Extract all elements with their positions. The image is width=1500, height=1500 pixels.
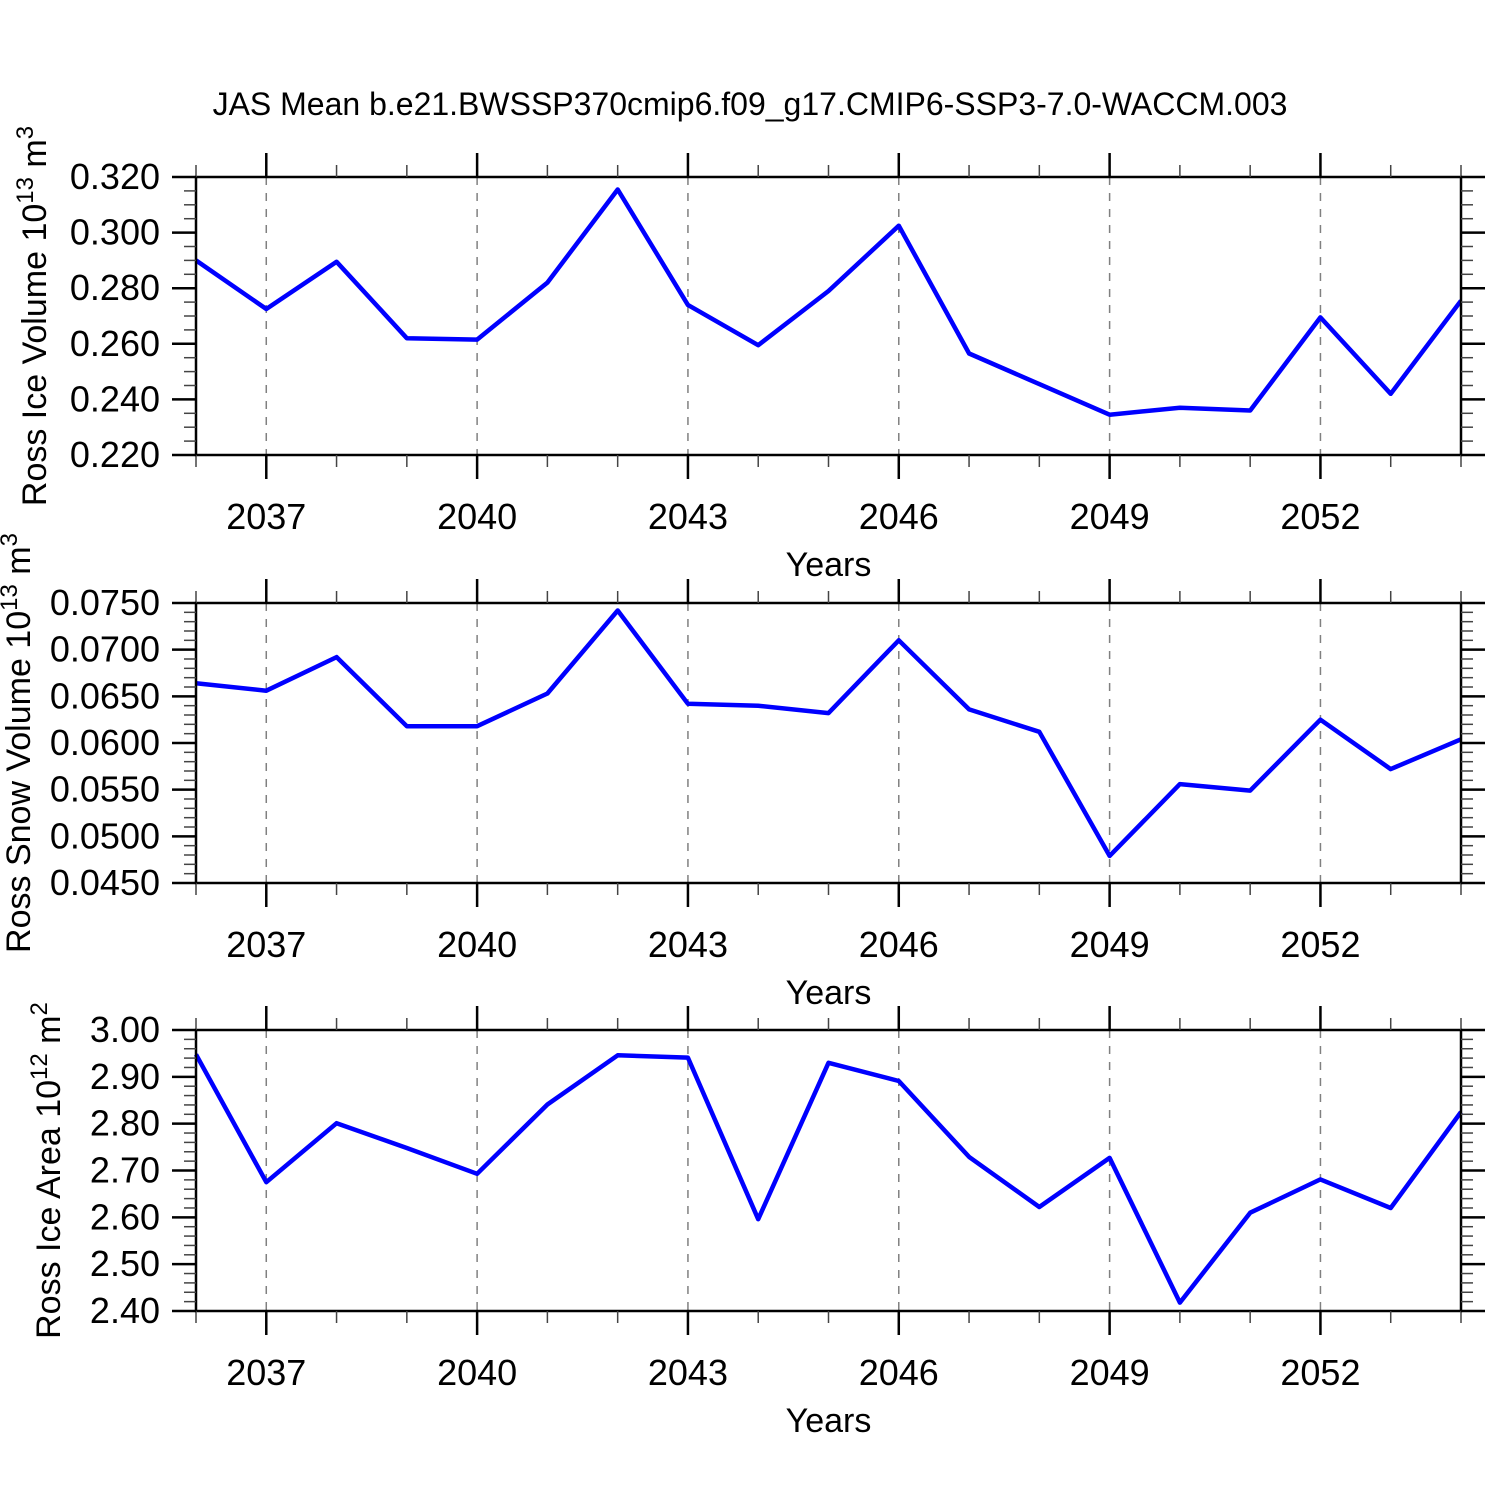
x-tick-label-2049: 2049 [1070, 496, 1150, 537]
y-tick-label-0.280: 0.280 [70, 267, 160, 308]
panel-ross-snow-volume: 2037 2040 2043 2046 2049 2052 0.0450 0.0500 0.05… [0, 533, 1485, 1012]
x-tick-label-2049: 2049 [1070, 924, 1150, 965]
x-axis-title: Years [786, 974, 872, 1012]
chart-title: JAS Mean b.e21.BWSSP370cmip6.f09_g17.CMI… [213, 86, 1288, 122]
y-tick-label-0.0650: 0.0650 [50, 675, 160, 716]
y-tick-label-0.0600: 0.0600 [50, 722, 160, 763]
x-tick-label-2052: 2052 [1280, 1352, 1360, 1393]
y-tick-label-0.0450: 0.0450 [50, 862, 160, 903]
y-tick-label-0.240: 0.240 [70, 378, 160, 419]
y-tick-label-0.220: 0.220 [70, 434, 160, 475]
ross-snow-volume-line [195, 608, 1462, 859]
x-tick-label-2037: 2037 [226, 924, 306, 965]
x-tick-label-2046: 2046 [859, 924, 939, 965]
y-tick-label-0.0500: 0.0500 [50, 815, 160, 856]
plot-box [194, 1028, 1463, 1313]
x-tick-label-2037: 2037 [226, 1352, 306, 1393]
x-tick-label-2052: 2052 [1280, 924, 1360, 965]
ross-ice-area-line [194, 1053, 1463, 1305]
panels-group: 2037 2040 2043 2046 2049 2052 0.220 0.240 0.260 0… [0, 126, 1485, 1440]
y-tick-label-2.40: 2.40 [90, 1290, 160, 1331]
y-tick-label-3.00: 3.00 [90, 1009, 160, 1050]
x-tick-label-2040: 2040 [437, 496, 517, 537]
y-tick-label-0.0550: 0.0550 [50, 769, 160, 810]
x-tick-label-2046: 2046 [859, 1352, 939, 1393]
plot-box [194, 601, 1463, 885]
ross-ice-volume-line [194, 187, 1463, 417]
panel-ross-ice-area: 2037 2040 2043 2046 2049 2052 2.40 2.50 2.60 2.70… [26, 1002, 1485, 1440]
x-tick-label-2043: 2043 [648, 924, 728, 965]
x-tick-label-2046: 2046 [859, 496, 939, 537]
x-tick-label-2040: 2040 [437, 924, 517, 965]
y-tick-label-0.320: 0.320 [70, 156, 160, 197]
y-tick-label-2.80: 2.80 [90, 1103, 160, 1144]
x-tick-label-2049: 2049 [1070, 1352, 1150, 1393]
x-tick-label-2052: 2052 [1280, 496, 1360, 537]
panel-ross-ice-volume: 2037 2040 2043 2046 2049 2052 0.220 0.240 0.260 0… [12, 126, 1485, 584]
y-tick-label-2.90: 2.90 [90, 1056, 160, 1097]
y-tick-label-0.260: 0.260 [70, 323, 160, 364]
y-tick-label-2.60: 2.60 [90, 1196, 160, 1237]
x-tick-label-2043: 2043 [648, 496, 728, 537]
y-axis-title: Ross Ice Volume 1013 m3 [12, 126, 54, 506]
y-tick-label-2.50: 2.50 [90, 1243, 160, 1284]
y-tick-label-0.0750: 0.0750 [50, 582, 160, 623]
y-tick-label-0.0700: 0.0700 [50, 629, 160, 670]
y-tick-label-2.70: 2.70 [90, 1150, 160, 1191]
x-tick-label-2043: 2043 [648, 1352, 728, 1393]
y-axis-title: Ross Ice Area 1012 m2 [26, 1002, 68, 1339]
y-tick-label-0.300: 0.300 [70, 212, 160, 253]
x-tick-label-2037: 2037 [226, 496, 306, 537]
x-tick-label-2040: 2040 [437, 1352, 517, 1393]
x-axis-title: Years [786, 1402, 872, 1440]
y-axis-title: Ross Snow Volume 1013 m3 [0, 533, 38, 953]
x-axis-title: Years [786, 546, 872, 584]
